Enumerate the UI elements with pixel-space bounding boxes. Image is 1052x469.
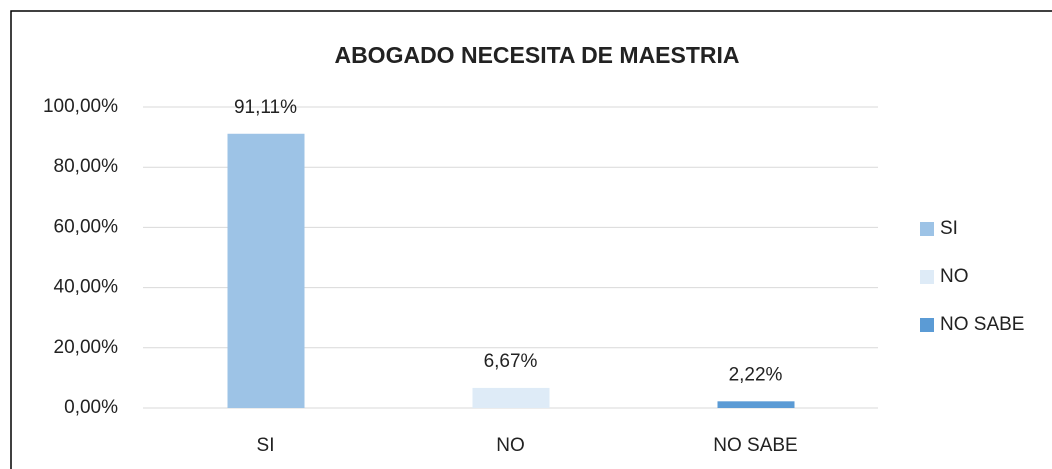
data-label: 2,22% xyxy=(729,364,783,385)
x-tick-label: SI xyxy=(257,435,275,456)
legend-label: SI xyxy=(940,218,958,239)
x-tick-label: NO SABE xyxy=(713,435,797,456)
x-tick-label: NO xyxy=(496,435,525,456)
bar xyxy=(717,401,795,408)
legend-label: NO xyxy=(940,266,969,287)
data-label: 6,67% xyxy=(484,351,538,372)
bar xyxy=(227,133,305,408)
y-tick-label: 80,00% xyxy=(54,156,119,177)
y-tick-label: 60,00% xyxy=(54,216,119,237)
y-tick-label: 20,00% xyxy=(54,337,119,358)
chart-title: ABOGADO NECESITA DE MAESTRIA xyxy=(334,42,739,68)
legend-swatch xyxy=(920,270,934,284)
legend-swatch xyxy=(920,318,934,332)
y-tick-label: 0,00% xyxy=(64,397,118,418)
y-tick-label: 100,00% xyxy=(43,96,118,117)
data-label: 91,11% xyxy=(234,97,297,118)
bar xyxy=(472,387,550,408)
legend-label: NO SABE xyxy=(940,314,1024,335)
legend-swatch xyxy=(920,222,934,236)
y-tick-label: 40,00% xyxy=(54,277,119,298)
